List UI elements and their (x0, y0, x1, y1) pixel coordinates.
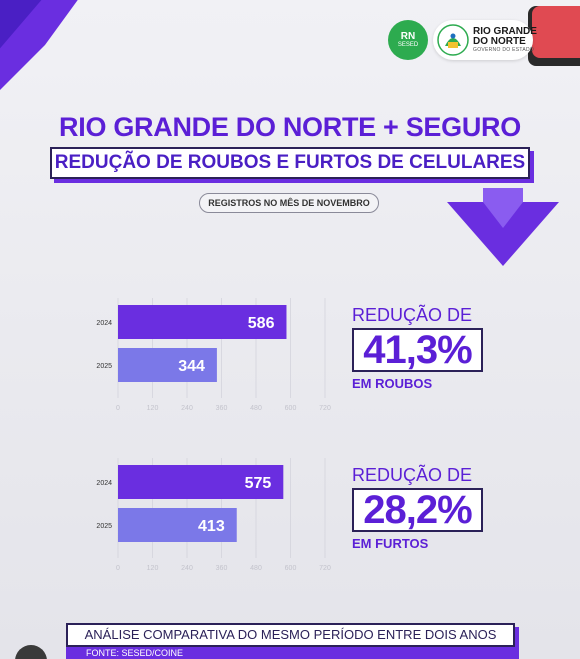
roubos-tick-label-2: 240 (181, 405, 193, 412)
furtos-bar-2025 (118, 508, 237, 542)
period-badge: REGISTROS NO MÊS DE NOVEMBRO (199, 193, 379, 213)
furtos-bar-2024 (118, 465, 284, 499)
government-logo: RIO GRANDE DO NORTE GOVERNO DO ESTADO (433, 20, 537, 60)
roubos-bar-chart: 0 120 240 360 480 600 720 2024 586 2025 344 (96, 298, 331, 412)
furtos-tick-label-2: 240 (181, 565, 193, 572)
roubos-bar-2025 (118, 348, 217, 382)
roubos-tick-label-4: 480 (250, 405, 262, 412)
subtitle-box: REDUÇÃO DE ROUBOS E FURTOS DE CELULARES (50, 147, 530, 179)
furtos-category-label-2024: 2024 (96, 480, 112, 487)
roubos-value-label-2024: 586 (248, 315, 275, 332)
roubos-reduction-box: 41,3% (352, 328, 483, 372)
roubos-tick-label-0: 0 (116, 405, 120, 412)
decorative-arrow-down-right (447, 188, 559, 266)
roubos-category-label-2024: 2024 (96, 320, 112, 327)
furtos-value-label-2024: 575 (245, 475, 272, 492)
furtos-reduction-caption: EM FURTOS (352, 536, 429, 551)
decorative-arrow-left (0, 0, 78, 90)
furtos-reduction-label: REDUÇÃO DE (352, 465, 473, 485)
roubos-reduction: REDUÇÃO DE 41,3% EM ROUBOS (352, 305, 483, 391)
page-title: RIO GRANDE DO NORTE + SEGURO (59, 112, 521, 142)
corner-avatar (15, 645, 47, 659)
government-logo-line3: GOVERNO DO ESTADO (473, 47, 535, 53)
page-subtitle: REDUÇÃO DE ROUBOS E FURTOS DE CELULARES (54, 152, 526, 173)
footer-caption-box: ANÁLISE COMPARATIVA DO MESMO PERÍODO ENT… (66, 623, 515, 647)
government-logo-line1: RIO GRANDE (473, 26, 537, 37)
furtos-value-label-2025: 413 (198, 518, 225, 535)
furtos-reduction-box: 28,2% (352, 488, 483, 532)
roubos-tick-label-3: 360 (216, 405, 228, 412)
roubos-tick-label-6: 720 (319, 405, 331, 412)
furtos-tick-label-6: 720 (319, 565, 331, 572)
government-logo-line2: DO NORTE (473, 36, 526, 47)
furtos-tick-label-0: 0 (116, 565, 120, 572)
roubos-tick-label-5: 600 (285, 405, 297, 412)
roubos-value-label-2025: 344 (178, 358, 205, 375)
roubos-reduction-label: REDUÇÃO DE (352, 305, 473, 325)
furtos-category-label-2025: 2025 (96, 523, 112, 530)
sesed-logo-subtitle: SESED (397, 41, 419, 48)
furtos-reduction-value: 28,2% (363, 488, 472, 532)
roubos-reduction-value: 41,3% (363, 328, 472, 372)
decorative-red-shape (528, 6, 580, 66)
furtos-tick-label-4: 480 (250, 565, 262, 572)
roubos-bar-2024 (118, 305, 287, 339)
state-seal-icon (437, 24, 469, 56)
roubos-category-label-2025: 2025 (96, 363, 112, 370)
roubos-tick-label-1: 120 (147, 405, 159, 412)
furtos-tick-label-1: 120 (147, 565, 159, 572)
furtos-bar-chart: 0 120 240 360 480 600 720 2024 575 2025 413 (96, 458, 331, 572)
furtos-reduction: REDUÇÃO DE 28,2% EM FURTOS (352, 465, 483, 551)
footer-caption: ANÁLISE COMPARATIVA DO MESMO PERÍODO ENT… (84, 627, 497, 642)
source-text: FONTE: SESED/COINE (86, 648, 184, 658)
source-bar: FONTE: SESED/COINE (66, 647, 519, 659)
furtos-tick-label-5: 600 (285, 565, 297, 572)
sesed-logo-title: RN (400, 30, 416, 42)
roubos-reduction-caption: EM ROUBOS (352, 376, 433, 391)
furtos-tick-label-3: 360 (216, 565, 228, 572)
sesed-logo: RN SESED (388, 20, 428, 60)
